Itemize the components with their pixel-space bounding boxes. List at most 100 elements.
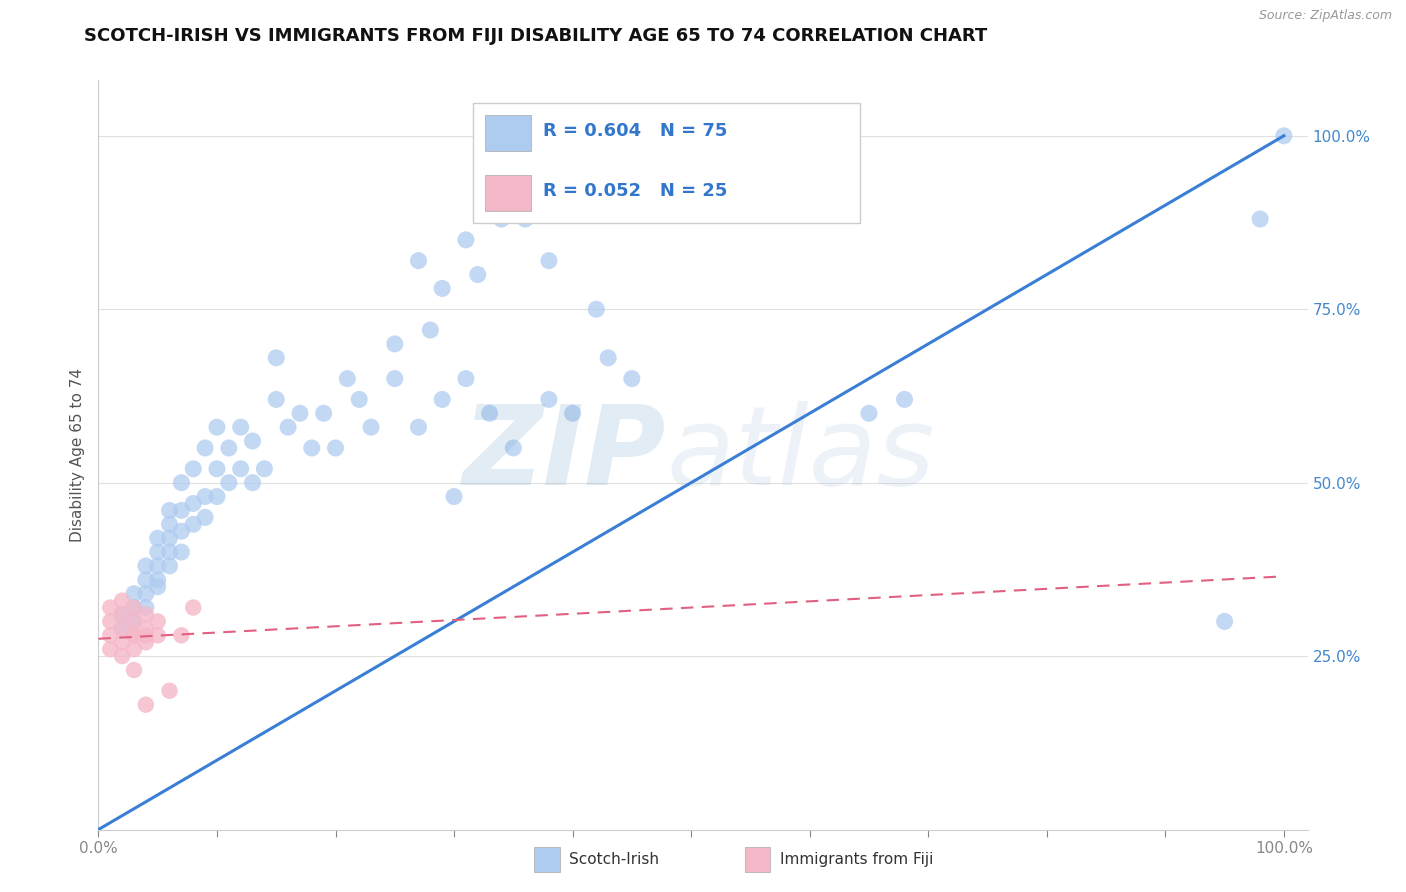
Point — [146, 531, 169, 545]
Point — [135, 573, 157, 587]
Point — [122, 600, 145, 615]
Point — [111, 621, 134, 635]
FancyBboxPatch shape — [485, 176, 531, 211]
Point — [135, 635, 157, 649]
Point — [111, 607, 134, 622]
Point — [229, 462, 252, 476]
Point — [598, 351, 620, 365]
Point — [135, 607, 157, 622]
Point — [146, 573, 169, 587]
Point — [170, 628, 193, 642]
Point — [146, 558, 169, 573]
Point — [325, 441, 347, 455]
Point — [264, 392, 287, 407]
Point — [111, 621, 134, 635]
Point — [122, 628, 145, 642]
Point — [111, 607, 134, 622]
Point — [312, 406, 335, 420]
Point — [336, 371, 359, 385]
Point — [181, 462, 204, 476]
Point — [502, 441, 524, 455]
Point — [408, 420, 430, 434]
Point — [218, 475, 240, 490]
Point — [419, 323, 441, 337]
Point — [170, 475, 193, 490]
Point — [515, 212, 537, 227]
Point — [893, 392, 915, 407]
Point — [537, 392, 560, 407]
Point — [135, 621, 157, 635]
Point — [264, 351, 287, 365]
Point — [491, 212, 513, 227]
FancyBboxPatch shape — [485, 115, 531, 152]
Point — [159, 558, 181, 573]
Point — [135, 600, 157, 615]
Point — [98, 600, 121, 615]
Point — [181, 517, 204, 532]
Point — [111, 593, 134, 607]
Text: SCOTCH-IRISH VS IMMIGRANTS FROM FIJI DISABILITY AGE 65 TO 74 CORRELATION CHART: SCOTCH-IRISH VS IMMIGRANTS FROM FIJI DIS… — [84, 27, 987, 45]
Point — [135, 628, 157, 642]
Point — [135, 558, 157, 573]
Point — [146, 580, 169, 594]
Point — [194, 490, 217, 504]
Point — [432, 281, 454, 295]
Text: Scotch-Irish: Scotch-Irish — [569, 853, 659, 867]
Point — [159, 531, 181, 545]
Point — [170, 524, 193, 539]
Point — [205, 490, 228, 504]
Point — [408, 253, 430, 268]
Point — [122, 642, 145, 657]
Point — [159, 503, 181, 517]
Point — [170, 545, 193, 559]
Point — [347, 392, 370, 407]
Text: Immigrants from Fiji: Immigrants from Fiji — [780, 853, 934, 867]
Point — [205, 462, 228, 476]
Point — [111, 649, 134, 664]
Point — [384, 337, 406, 351]
Point — [229, 420, 252, 434]
Point — [443, 490, 465, 504]
Text: atlas: atlas — [666, 401, 935, 508]
Y-axis label: Disability Age 65 to 74: Disability Age 65 to 74 — [70, 368, 86, 542]
Point — [194, 441, 217, 455]
Point — [122, 615, 145, 629]
Point — [1249, 212, 1271, 227]
Point — [288, 406, 311, 420]
Point — [135, 587, 157, 601]
Point — [301, 441, 323, 455]
Point — [98, 628, 121, 642]
Point — [432, 392, 454, 407]
Point — [181, 496, 204, 510]
Point — [1272, 128, 1295, 143]
Text: Source: ZipAtlas.com: Source: ZipAtlas.com — [1258, 9, 1392, 22]
Point — [122, 587, 145, 601]
Text: ZIP: ZIP — [463, 401, 666, 508]
Point — [1213, 615, 1236, 629]
Point — [146, 628, 169, 642]
Point — [561, 406, 583, 420]
Point — [111, 635, 134, 649]
Point — [194, 510, 217, 524]
Point — [253, 462, 276, 476]
Point — [454, 371, 477, 385]
Point — [159, 683, 181, 698]
Point — [537, 253, 560, 268]
Point — [384, 371, 406, 385]
Point — [135, 698, 157, 712]
Point — [277, 420, 299, 434]
Point — [122, 600, 145, 615]
Point — [585, 302, 607, 317]
Point — [454, 233, 477, 247]
Point — [170, 503, 193, 517]
Point — [858, 406, 880, 420]
Text: R = 0.052   N = 25: R = 0.052 N = 25 — [543, 182, 728, 200]
Point — [122, 628, 145, 642]
Point — [122, 615, 145, 629]
Point — [620, 371, 643, 385]
Point — [122, 663, 145, 677]
Point — [218, 441, 240, 455]
Point — [205, 420, 228, 434]
Point — [242, 434, 264, 448]
Text: R = 0.604   N = 75: R = 0.604 N = 75 — [543, 122, 728, 140]
